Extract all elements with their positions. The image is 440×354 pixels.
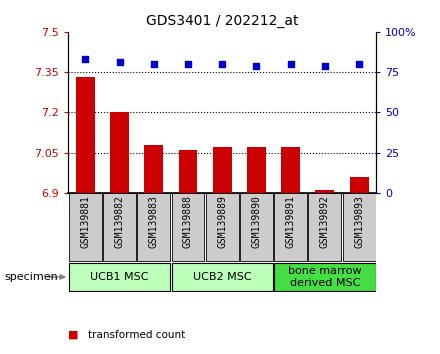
- Text: GSM139882: GSM139882: [114, 195, 125, 248]
- Bar: [247, 147, 266, 193]
- Point: [321, 63, 328, 69]
- Bar: [274, 263, 375, 291]
- Title: GDS3401 / 202212_at: GDS3401 / 202212_at: [146, 14, 298, 28]
- Text: GSM139883: GSM139883: [149, 195, 159, 248]
- Bar: [240, 193, 273, 261]
- Text: ■: ■: [68, 330, 79, 339]
- Bar: [172, 193, 205, 261]
- Text: bone marrow
derived MSC: bone marrow derived MSC: [288, 266, 362, 288]
- Point: [150, 61, 157, 67]
- Bar: [137, 193, 170, 261]
- Bar: [69, 193, 102, 261]
- Bar: [110, 112, 129, 193]
- Bar: [281, 147, 300, 193]
- Bar: [213, 147, 231, 193]
- Text: GSM139890: GSM139890: [251, 195, 261, 248]
- Bar: [315, 190, 334, 193]
- Point: [356, 61, 363, 67]
- Bar: [274, 193, 307, 261]
- Text: transformed count: transformed count: [88, 330, 185, 339]
- Bar: [69, 263, 170, 291]
- Point: [253, 63, 260, 69]
- Point: [82, 56, 89, 62]
- Point: [287, 61, 294, 67]
- Bar: [103, 193, 136, 261]
- Text: GSM139888: GSM139888: [183, 195, 193, 248]
- Point: [184, 61, 191, 67]
- Text: GSM139892: GSM139892: [320, 195, 330, 248]
- Bar: [172, 263, 273, 291]
- Text: GSM139893: GSM139893: [354, 195, 364, 248]
- Bar: [76, 78, 95, 193]
- Text: GSM139881: GSM139881: [81, 195, 90, 248]
- Text: UCB1 MSC: UCB1 MSC: [90, 272, 149, 282]
- Bar: [350, 177, 369, 193]
- Bar: [206, 193, 238, 261]
- Bar: [308, 193, 341, 261]
- Bar: [179, 150, 198, 193]
- Point: [219, 61, 226, 67]
- Bar: [343, 193, 375, 261]
- Text: GSM139889: GSM139889: [217, 195, 227, 248]
- Text: UCB2 MSC: UCB2 MSC: [193, 272, 252, 282]
- Text: GSM139891: GSM139891: [286, 195, 296, 248]
- Text: specimen: specimen: [4, 272, 58, 282]
- Bar: [144, 144, 163, 193]
- Point: [116, 59, 123, 65]
